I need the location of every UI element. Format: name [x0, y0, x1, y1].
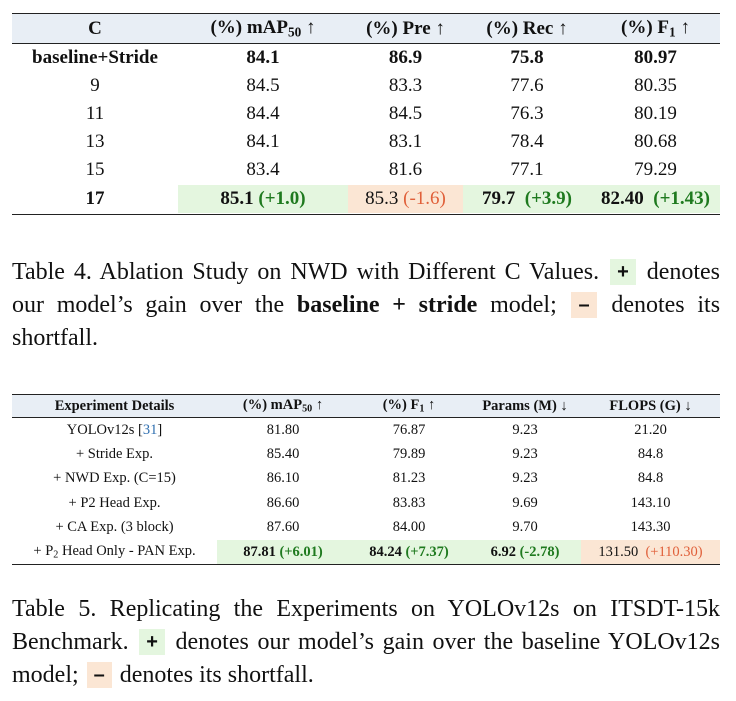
table-row: + Stride Exp. 85.40 79.89 9.23 84.8: [12, 442, 720, 466]
cell-rec: 77.6: [510, 75, 544, 96]
cell-c: 9: [90, 75, 100, 96]
cell-map: 81.80: [266, 421, 300, 438]
header-params: Params (M) ↓: [469, 394, 581, 418]
table-5-caption: Table 5. Replicating the Experiments on …: [12, 596, 721, 688]
table-row: YOLOv12s [31] 81.80 76.87 9.23 21.20: [12, 418, 720, 443]
cell-details: + NWD Exp. (C=15): [53, 470, 176, 487]
shortfall-legend-badge: –: [86, 662, 112, 688]
cell-rec: 75.8: [510, 47, 544, 68]
table-row: baseline+Stride 84.1 86.9 75.8 80.97: [12, 44, 720, 73]
table-row: 9 84.5 83.3 77.6 80.35: [12, 72, 720, 100]
cell-details: + Stride Exp.: [75, 445, 154, 462]
cell-map: 87.60: [266, 518, 300, 535]
gain-legend-badge: +: [610, 259, 636, 285]
header-map50: (%) mAP50 ↑: [217, 394, 349, 418]
cell-params: 9.23: [512, 421, 538, 438]
table-row: 13 84.1 83.1 78.4 80.68: [12, 128, 720, 156]
cell-f1: 80.35: [634, 75, 677, 96]
header-details: Experiment Details: [12, 394, 217, 418]
cell-map: 84.5: [246, 75, 280, 96]
cell-map: 83.4: [246, 159, 280, 180]
cell-pre-loss: 85.3 (-1.6): [348, 184, 463, 215]
cell-rec: 77.1: [510, 159, 544, 180]
cell-details: + P2 Head Only - PAN Exp.: [12, 539, 217, 566]
cell-flops: 143.10: [630, 494, 671, 511]
cell-f1: 79.89: [392, 445, 426, 462]
table-row: + P2 Head Exp. 86.60 83.83 9.69 143.10: [12, 491, 720, 515]
cell-rec: 78.4: [510, 131, 544, 152]
cell-f1: 83.83: [392, 494, 426, 511]
cell-map: 84.1: [246, 47, 280, 68]
table-row: + NWD Exp. (C=15) 86.10 81.23 9.23 84.8: [12, 467, 720, 491]
header-c: C: [12, 13, 178, 44]
table-row: 15 83.4 81.6 77.1 79.29: [12, 156, 720, 184]
table-4: C (%) mAP50 ↑ (%) Pre ↑ (%) Rec ↑ (%) F1…: [12, 13, 720, 215]
cell-pre: 83.3: [388, 75, 423, 96]
cell-f1: 80.19: [634, 103, 677, 124]
cell-params: 9.69: [512, 494, 538, 511]
header-pre: (%) Pre ↑: [348, 13, 463, 44]
header-rec: (%) Rec ↑: [463, 13, 591, 44]
table-header-row: C (%) mAP50 ↑ (%) Pre ↑ (%) Rec ↑ (%) F1…: [12, 13, 720, 44]
cell-map: 84.4: [246, 103, 280, 124]
cell-map: 86.60: [266, 494, 300, 511]
cell-c: 13: [85, 131, 105, 152]
cell-c: baseline+Stride: [32, 47, 158, 68]
table-row-final: + P2 Head Only - PAN Exp. 87.81 (+6.01) …: [12, 539, 720, 566]
citation-link[interactable]: 31: [142, 421, 158, 438]
header-map50: (%) mAP50 ↑: [178, 13, 348, 44]
table-row-final: 17 85.1 (+1.0) 85.3 (-1.6) 79.7 (+3.9) 8…: [12, 184, 720, 215]
cell-map-gain: 85.1 (+1.0): [178, 184, 348, 215]
cell-f1-gain: 84.24 (+7.37): [349, 539, 469, 566]
cell-params: 9.70: [512, 518, 538, 535]
cell-details: + P2 Head Exp.: [68, 494, 161, 511]
cell-flops: 84.8: [637, 470, 664, 487]
cell-rec-gain: 79.7 (+3.9): [463, 184, 591, 215]
cell-pre: 83.1: [388, 131, 423, 152]
cell-params-gain: 6.92 (-2.78): [469, 539, 581, 566]
cell-pre: 86.9: [388, 47, 423, 68]
cell-f1: 80.68: [634, 131, 677, 152]
cell-map-gain: 87.81 (+6.01): [217, 539, 349, 566]
table-5: Experiment Details (%) mAP50 ↑ (%) F1 ↑ …: [12, 394, 720, 566]
cell-f1: 81.23: [392, 470, 426, 487]
cell-flops: 21.20: [634, 421, 667, 438]
cell-c: 11: [85, 103, 105, 124]
header-flops: FLOPS (G) ↓: [581, 394, 720, 418]
header-f1: (%) F1 ↑: [349, 394, 469, 418]
cell-f1-gain: 82.40 (+1.43): [591, 184, 720, 215]
cell-flops: 143.30: [630, 518, 671, 535]
cell-flops: 84.8: [637, 445, 664, 462]
cell-f1: 80.97: [634, 47, 677, 68]
table-header-row: Experiment Details (%) mAP50 ↑ (%) F1 ↑ …: [12, 394, 720, 418]
cell-params: 9.23: [512, 470, 538, 487]
cell-pre: 84.5: [388, 103, 423, 124]
cell-rec: 76.3: [510, 103, 544, 124]
cell-c: 17: [12, 184, 178, 215]
cell-map: 85.40: [266, 445, 300, 462]
gain-legend-badge: +: [139, 629, 165, 655]
cell-map: 86.10: [266, 470, 300, 487]
cell-map: 84.1: [246, 131, 280, 152]
cell-f1: 79.29: [634, 159, 677, 180]
cell-f1: 84.00: [392, 518, 426, 535]
header-f1: (%) F1 ↑: [591, 13, 720, 44]
table-4-caption: Table 4. Ablation Study on NWD with Diff…: [12, 259, 721, 351]
cell-details: + CA Exp. (3 block): [55, 518, 174, 535]
table-row: 11 84.4 84.5 76.3 80.19: [12, 100, 720, 128]
cell-details: YOLOv12s [31]: [66, 421, 163, 438]
cell-f1: 76.87: [392, 421, 426, 438]
table-row: + CA Exp. (3 block) 87.60 84.00 9.70 143…: [12, 515, 720, 539]
cell-pre: 81.6: [388, 159, 423, 180]
cell-params: 9.23: [512, 445, 538, 462]
cell-c: 15: [85, 159, 105, 180]
cell-flops-loss: 131.50 (+110.30): [581, 539, 720, 566]
shortfall-legend-badge: –: [571, 292, 597, 318]
